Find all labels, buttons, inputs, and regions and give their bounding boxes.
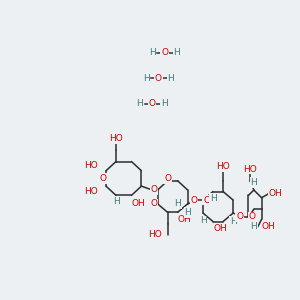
Text: HO: HO [148,230,161,239]
Text: H: H [250,178,257,187]
Text: H: H [230,217,236,226]
Text: O: O [190,196,198,205]
Text: O: O [155,74,162,83]
Text: O: O [161,48,168,57]
Text: H: H [184,208,191,217]
Text: H: H [149,48,156,57]
Text: HO: HO [85,187,98,196]
Text: O: O [151,185,158,194]
Text: OH: OH [213,224,227,233]
Text: H: H [136,99,143,108]
Text: HO: HO [109,134,123,143]
Text: OH: OH [178,215,191,224]
Text: H: H [143,74,149,83]
Text: OH: OH [268,189,282,198]
Text: H: H [210,194,216,203]
Text: O: O [236,212,243,221]
Text: OH: OH [131,200,145,208]
Text: HO: HO [243,165,257,174]
Text: H: H [161,99,168,108]
Text: OH: OH [262,223,275,232]
Text: O: O [164,174,171,183]
Text: H: H [173,48,180,57]
Text: H: H [250,223,257,232]
Text: O: O [99,174,106,183]
Text: HO: HO [216,162,230,171]
Text: O: O [203,196,210,205]
Text: H: H [174,200,181,208]
Text: O: O [248,212,256,221]
Text: HO: HO [85,161,98,170]
Text: O: O [149,99,156,108]
Text: O: O [151,200,158,208]
Text: H: H [200,216,206,225]
Text: H: H [112,197,119,206]
Text: H: H [167,74,174,83]
